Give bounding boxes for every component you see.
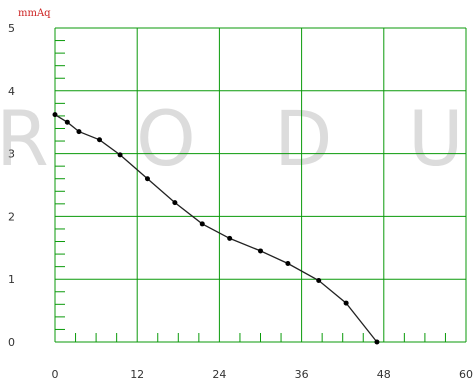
watermark-letter: U (408, 94, 468, 183)
grid-lines (54, 27, 467, 343)
x-tick-label: 36 (295, 368, 309, 380)
data-point (227, 235, 233, 241)
x-tick-label: 0 (52, 368, 59, 380)
data-point (52, 112, 58, 118)
watermark-letter: D (274, 94, 337, 183)
data-point (97, 137, 103, 143)
minor-ticks (55, 40, 446, 342)
data-point (374, 339, 380, 345)
data-point (343, 300, 349, 306)
data-point (64, 119, 70, 125)
y-tick-label: 3 (8, 148, 15, 161)
y-tick-label: 5 (8, 22, 15, 35)
y-tick-label: 4 (8, 85, 15, 98)
data-points (52, 112, 380, 345)
x-tick-label: 24 (212, 368, 226, 380)
data-point (258, 248, 263, 254)
x-tick-label: 48 (377, 368, 391, 380)
data-point (76, 129, 82, 135)
watermark-letter: R (0, 94, 53, 183)
y-unit-label: mmAq (18, 8, 51, 19)
data-point (285, 261, 291, 266)
data-line (54, 114, 378, 343)
y-tick-label: 0 (8, 336, 15, 349)
data-point (144, 176, 150, 182)
x-tick-label: 60 (459, 368, 473, 380)
data-point (316, 277, 322, 283)
data-point (117, 152, 123, 158)
data-point (199, 221, 205, 227)
y-tick-label: 1 (8, 273, 15, 286)
x-tick-label: 12 (130, 368, 144, 380)
y-tick-label: 2 (8, 210, 15, 223)
data-line-group (54, 114, 378, 343)
watermark-letter: O (136, 94, 200, 183)
data-point (172, 200, 178, 206)
